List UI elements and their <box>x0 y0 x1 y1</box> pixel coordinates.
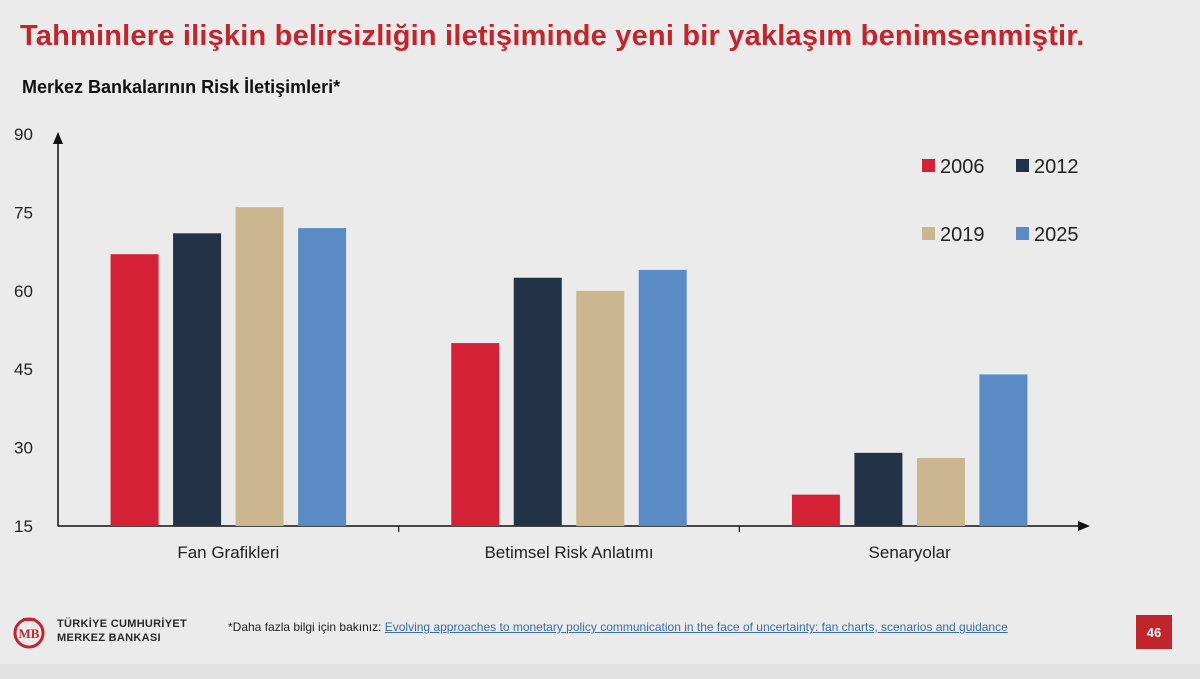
category-label: Fan Grafikleri <box>177 543 279 562</box>
svg-text:MB: MB <box>19 626 40 641</box>
legend-swatch-2012 <box>1016 159 1029 172</box>
y-tick-label: 15 <box>14 517 33 536</box>
bar-2019 <box>235 207 284 526</box>
footnote-link[interactable]: Evolving approaches to monetary policy c… <box>384 620 1008 634</box>
bar-2025 <box>638 269 687 526</box>
bar-2006 <box>791 494 840 526</box>
slide-headline: Tahminlere ilişkin belirsizliğin iletişi… <box>20 20 1085 52</box>
legend-label: 2012 <box>1034 156 1079 178</box>
logo-line-1: TÜRKİYE CUMHURİYET <box>57 618 188 630</box>
y-tick-label: 90 <box>14 125 33 144</box>
y-axis-arrow-icon <box>53 132 63 144</box>
bar-2012 <box>173 233 222 526</box>
bar-2019 <box>576 290 625 526</box>
footnote: *Daha fazla bilgi için bakınız: Evolving… <box>228 620 1058 635</box>
bar-2006 <box>110 254 159 527</box>
bottom-band <box>0 664 1200 679</box>
logo-text: TÜRKİYE CUMHURİYET MERKEZ BANKASI <box>57 617 187 645</box>
y-tick-label: 75 <box>14 203 33 222</box>
category-label: Senaryolar <box>869 543 952 562</box>
x-axis-arrow-icon <box>1078 521 1090 531</box>
y-tick-label: 30 <box>14 439 33 458</box>
bar-2025 <box>979 374 1028 526</box>
page-number-badge: 46 <box>1136 615 1172 649</box>
legend-swatch-2006 <box>922 159 935 172</box>
bar-2006 <box>451 343 500 526</box>
category-label: Betimsel Risk Anlatımı <box>484 543 653 562</box>
logo-line-2: MERKEZ BANKASI <box>57 632 161 644</box>
y-tick-label: 60 <box>14 282 33 301</box>
y-tick-label: 45 <box>14 360 33 379</box>
bar-chart: 15 30 45 60 75 90 Fan Grafikleri Betimsel Risk … <box>14 125 1090 562</box>
legend-swatch-2025 <box>1016 227 1029 240</box>
bar-2025 <box>298 228 347 526</box>
legend-label: 2019 <box>940 224 985 246</box>
legend-label: 2006 <box>940 156 985 178</box>
footnote-prefix: *Daha fazla bilgi için bakınız: <box>228 620 385 634</box>
legend-label: 2025 <box>1034 224 1079 246</box>
chart-title: Merkez Bankalarının Risk İletişimleri* <box>22 77 341 97</box>
bar-2019 <box>916 458 965 526</box>
tcmb-logo-icon: MB <box>13 617 45 649</box>
legend-swatch-2019 <box>922 227 935 240</box>
bar-2012 <box>854 452 903 526</box>
bar-2012 <box>513 277 562 526</box>
